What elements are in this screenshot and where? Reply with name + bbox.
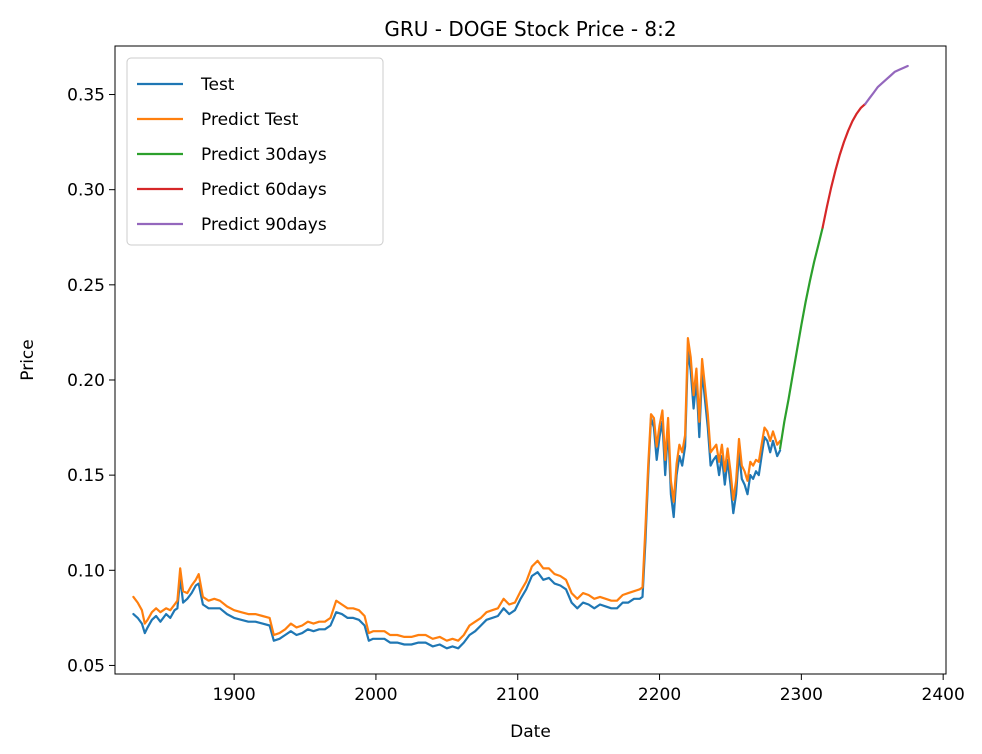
- series-line-predict-test: [132, 337, 782, 642]
- legend-label: Predict 60days: [201, 180, 327, 200]
- x-tick-label: 1900: [212, 685, 255, 705]
- series-line-predict-60days: [821, 102, 867, 229]
- series-line-test: [132, 350, 782, 650]
- series-line-predict-90days: [864, 64, 909, 106]
- y-tick-label: 0.20: [67, 371, 105, 391]
- legend-box: [126, 57, 384, 246]
- x-tick-label: 2100: [496, 685, 539, 705]
- x-tick-label: 2200: [638, 685, 681, 705]
- chart-title: GRU - DOGE Stock Price - 8:2: [384, 17, 676, 41]
- y-tick-label: 0.25: [67, 276, 105, 296]
- legend-label: Predict Test: [201, 110, 299, 130]
- legend: Test Predict Test Predict 30days Predict 60…: [126, 57, 384, 246]
- y-tick-label: 0.30: [67, 181, 105, 201]
- x-tick-label: 2300: [780, 685, 823, 705]
- y-axis-label: Price: [18, 339, 38, 380]
- legend-label: Predict 30days: [201, 145, 327, 165]
- plot-area: [132, 64, 909, 650]
- legend-label: Predict 90days: [201, 215, 327, 235]
- x-axis-label: Date: [510, 722, 551, 742]
- x-tick-label: 2400: [922, 685, 965, 705]
- x-axis: 1900 2000 2100 2200 2300 2400: [212, 674, 965, 705]
- y-tick-label: 0.05: [67, 656, 105, 676]
- x-tick-label: 2000: [354, 685, 397, 705]
- y-tick-label: 0.15: [67, 466, 105, 486]
- y-tick-label: 0.10: [67, 561, 105, 581]
- y-tick-label: 0.35: [67, 86, 105, 106]
- series-line-predict-30days: [778, 226, 824, 450]
- plot-frame: [114, 45, 947, 675]
- y-axis: 0.05 0.10 0.15 0.20 0.25 0.30 0.35: [67, 86, 115, 676]
- legend-label: Test: [200, 75, 235, 95]
